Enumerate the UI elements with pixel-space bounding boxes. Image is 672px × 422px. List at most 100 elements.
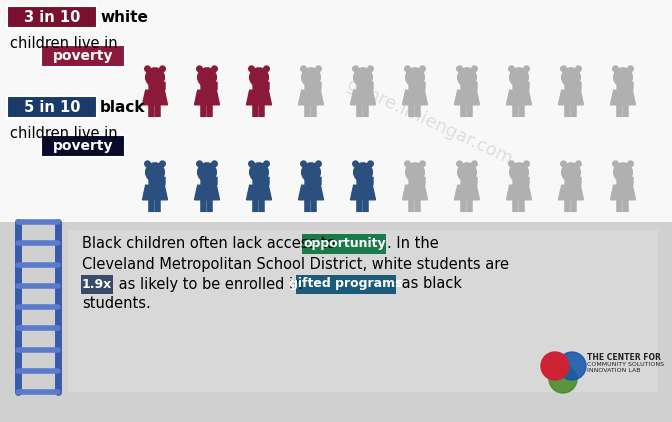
- FancyBboxPatch shape: [155, 199, 161, 212]
- Circle shape: [509, 163, 528, 181]
- Circle shape: [405, 161, 411, 167]
- Text: black: black: [100, 100, 146, 114]
- FancyBboxPatch shape: [356, 177, 362, 185]
- Polygon shape: [507, 185, 532, 200]
- Circle shape: [420, 66, 425, 72]
- FancyBboxPatch shape: [518, 104, 525, 117]
- FancyBboxPatch shape: [310, 104, 317, 117]
- Circle shape: [263, 161, 269, 167]
- Polygon shape: [247, 90, 271, 105]
- Text: 1.9x: 1.9x: [82, 278, 112, 290]
- FancyBboxPatch shape: [460, 177, 465, 185]
- Circle shape: [302, 163, 321, 181]
- FancyBboxPatch shape: [253, 177, 257, 185]
- FancyBboxPatch shape: [564, 104, 571, 117]
- FancyBboxPatch shape: [252, 104, 259, 117]
- FancyBboxPatch shape: [409, 79, 421, 91]
- FancyBboxPatch shape: [304, 81, 309, 90]
- FancyBboxPatch shape: [304, 104, 310, 117]
- FancyBboxPatch shape: [41, 135, 125, 157]
- FancyBboxPatch shape: [259, 199, 265, 212]
- Text: as black: as black: [397, 276, 462, 292]
- Circle shape: [160, 66, 165, 72]
- Text: gifted programs: gifted programs: [289, 278, 403, 290]
- FancyBboxPatch shape: [369, 81, 374, 90]
- FancyBboxPatch shape: [356, 199, 362, 212]
- FancyBboxPatch shape: [512, 199, 519, 212]
- FancyBboxPatch shape: [317, 81, 322, 90]
- Circle shape: [472, 161, 477, 167]
- FancyBboxPatch shape: [629, 81, 634, 90]
- FancyBboxPatch shape: [513, 79, 526, 91]
- Circle shape: [509, 66, 514, 72]
- FancyBboxPatch shape: [571, 104, 577, 117]
- FancyBboxPatch shape: [616, 199, 622, 212]
- Text: COMMUNITY SOLUTIONS: COMMUNITY SOLUTIONS: [587, 362, 664, 368]
- FancyBboxPatch shape: [564, 81, 569, 90]
- FancyBboxPatch shape: [206, 199, 213, 212]
- Text: poverty: poverty: [52, 139, 114, 153]
- FancyBboxPatch shape: [149, 104, 155, 117]
- Text: 5 in 10: 5 in 10: [24, 100, 80, 114]
- FancyBboxPatch shape: [213, 177, 218, 185]
- Text: white: white: [100, 10, 148, 24]
- FancyBboxPatch shape: [149, 199, 155, 212]
- Circle shape: [523, 161, 530, 167]
- FancyBboxPatch shape: [461, 79, 473, 91]
- FancyBboxPatch shape: [200, 81, 205, 90]
- FancyBboxPatch shape: [356, 104, 362, 117]
- Polygon shape: [403, 185, 427, 200]
- Text: poverty: poverty: [52, 49, 114, 63]
- Circle shape: [405, 66, 411, 72]
- FancyBboxPatch shape: [617, 174, 629, 186]
- FancyBboxPatch shape: [317, 177, 322, 185]
- Circle shape: [316, 66, 321, 72]
- Polygon shape: [247, 185, 271, 200]
- FancyBboxPatch shape: [421, 81, 425, 90]
- FancyBboxPatch shape: [265, 81, 269, 90]
- FancyBboxPatch shape: [461, 174, 473, 186]
- Circle shape: [353, 68, 372, 87]
- FancyBboxPatch shape: [305, 174, 317, 186]
- FancyBboxPatch shape: [362, 104, 369, 117]
- Polygon shape: [142, 185, 167, 200]
- Circle shape: [558, 352, 586, 380]
- Circle shape: [457, 66, 462, 72]
- FancyBboxPatch shape: [525, 177, 530, 185]
- FancyBboxPatch shape: [200, 199, 206, 212]
- FancyBboxPatch shape: [421, 177, 425, 185]
- FancyBboxPatch shape: [564, 199, 571, 212]
- FancyBboxPatch shape: [253, 81, 257, 90]
- FancyBboxPatch shape: [253, 174, 265, 186]
- FancyBboxPatch shape: [149, 79, 161, 91]
- Text: opportunity: opportunity: [303, 238, 386, 251]
- FancyBboxPatch shape: [415, 104, 421, 117]
- Circle shape: [249, 68, 268, 87]
- FancyBboxPatch shape: [305, 79, 317, 91]
- Circle shape: [560, 66, 566, 72]
- FancyBboxPatch shape: [577, 81, 582, 90]
- Text: children live in: children live in: [10, 36, 118, 51]
- Circle shape: [197, 66, 202, 72]
- FancyBboxPatch shape: [149, 174, 161, 186]
- FancyBboxPatch shape: [369, 177, 374, 185]
- Circle shape: [614, 163, 632, 181]
- FancyBboxPatch shape: [200, 177, 205, 185]
- FancyBboxPatch shape: [161, 81, 166, 90]
- Polygon shape: [298, 90, 323, 105]
- FancyBboxPatch shape: [466, 199, 473, 212]
- FancyBboxPatch shape: [513, 174, 526, 186]
- FancyBboxPatch shape: [409, 174, 421, 186]
- Circle shape: [549, 365, 577, 393]
- FancyBboxPatch shape: [0, 222, 672, 422]
- FancyBboxPatch shape: [200, 104, 206, 117]
- FancyBboxPatch shape: [7, 96, 97, 118]
- Circle shape: [368, 66, 374, 72]
- Text: THE CENTER FOR: THE CENTER FOR: [587, 352, 661, 362]
- Polygon shape: [611, 90, 636, 105]
- FancyBboxPatch shape: [460, 104, 466, 117]
- FancyBboxPatch shape: [201, 174, 213, 186]
- Circle shape: [562, 68, 581, 87]
- Circle shape: [613, 161, 618, 167]
- Polygon shape: [351, 185, 376, 200]
